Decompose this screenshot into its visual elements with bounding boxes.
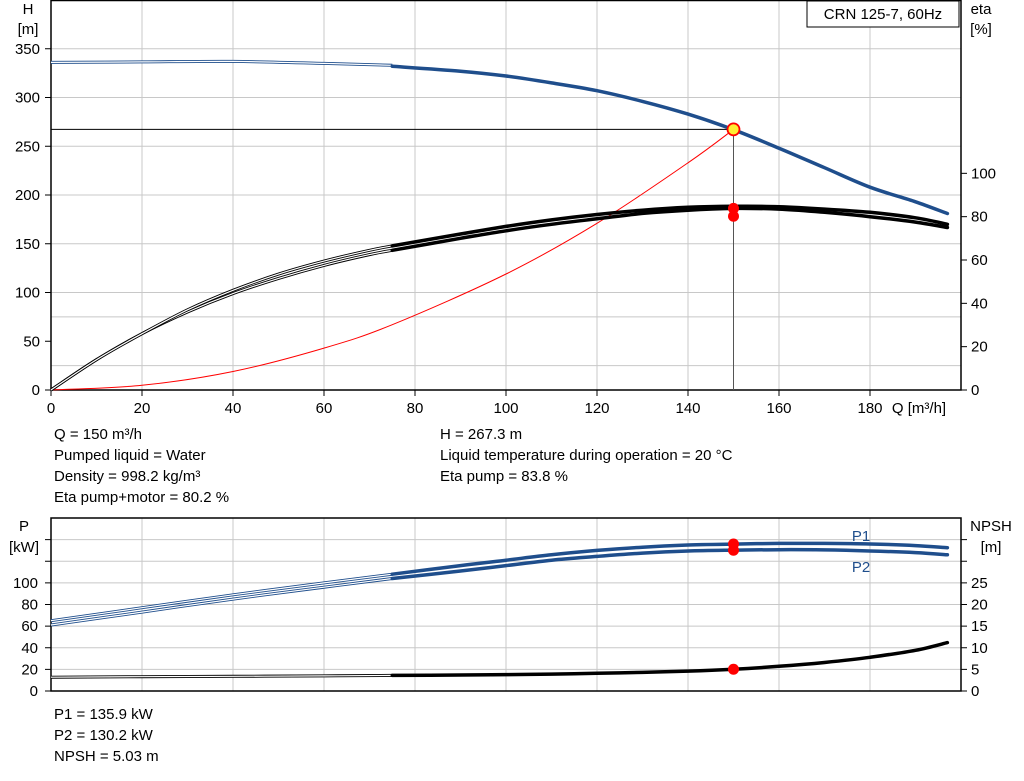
y-tick-right: 80 [971,209,988,226]
y-tick-right: 0 [971,382,979,399]
p-axis-unit: [kW] [9,539,39,556]
x-tick: 140 [675,400,700,417]
info-eta-pump: Eta pump = 83.8 % [440,468,568,485]
y-tick-right: 20 [971,339,988,356]
p2-label: P2 [852,559,870,576]
eta-total-curve-thin-outer [50,248,393,392]
info-p1: P1 = 135.9 kW [54,706,153,723]
npsh-axis-label: NPSH [970,518,1012,535]
npsh-tick: 0 [971,683,979,700]
npsh-curve [390,640,950,678]
y-tick-left: 0 [32,382,40,399]
x-tick: 80 [407,400,424,417]
y-tick-right: 40 [971,295,988,312]
npsh-tick: 5 [971,661,979,678]
p-axis-label: P [19,518,29,535]
chart-title: CRN 125-7, 60Hz [824,6,942,23]
x-axis-label: Q [m³/h] [892,400,946,417]
x-tick: 180 [857,400,882,417]
npsh-axis-unit: [m] [981,539,1002,556]
x-tick: 20 [134,400,151,417]
eta-pump-curve-thin-outer [50,244,393,392]
p-tick: 40 [21,640,38,657]
y-tick-left: 250 [15,138,40,155]
p1-curve-thin-inner [50,573,393,622]
info-p2: P2 = 130.2 kW [54,727,153,744]
y-tick-left: 350 [15,41,40,58]
info-bottom: P1 = 135.9 kW P2 = 130.2 kW NPSH = 5.03 … [54,704,159,767]
y-tick-left: 200 [15,187,40,204]
info-temperature: Liquid temperature during operation = 20… [440,447,733,464]
x-tick: 120 [584,400,609,417]
eta-pump-point [728,202,739,214]
info-top-left: Q = 150 m³/h Pumped liquid = Water Densi… [54,424,229,508]
x-tick: 60 [316,400,333,417]
y-axis-label-right: eta [971,1,993,18]
info-head: H = 267.3 m [440,426,523,443]
npsh-tick: 25 [971,575,988,592]
p1-label: P1 [852,528,870,545]
p-tick: 60 [21,618,38,635]
eta-total-curve [390,206,950,253]
eta-pump-curve-thin-inner [50,245,393,391]
p-tick: 20 [21,661,38,678]
npsh-curve-thin-inner [50,674,393,678]
x-tick: 40 [225,400,242,417]
p-tick: 100 [13,575,38,592]
y-axis-unit-right: [%] [970,21,992,38]
npsh-tick: 20 [971,597,988,614]
head-curve [390,64,950,216]
y-tick-left: 300 [15,90,40,107]
y-tick-left: 100 [15,285,40,302]
p1-curve [390,541,950,576]
p-tick: 80 [21,597,38,614]
y-tick-left: 50 [23,333,40,350]
top-chart-grid [45,0,967,396]
bottom-chart-grid [45,517,967,692]
curves [50,59,950,679]
duty-point [726,122,741,137]
npsh-point [728,663,739,675]
title-box [806,0,960,28]
info-npsh: NPSH = 5.03 m [54,748,159,765]
y-axis-label-left: H [23,1,34,18]
x-tick: 160 [766,400,791,417]
p2-curve [390,547,950,581]
y-axis-unit-left: [m] [18,21,39,38]
y-tick-right: 100 [971,165,996,182]
info-flow: Q = 150 m³/h [54,426,142,443]
system-curve [50,128,734,391]
eta-pump-curve [390,204,950,248]
info-density: Density = 998.2 kg/m³ [54,468,201,485]
eta-total-curve-thin-inner [50,249,393,391]
x-tick: 0 [47,400,55,417]
x-tick: 100 [493,400,518,417]
info-top-right: H = 267.3 m Liquid temperature during op… [440,424,732,487]
operating-points [726,122,741,675]
y-tick-left: 150 [15,236,40,253]
eta-total-point [728,210,739,222]
info-eta-total: Eta pump+motor = 80.2 % [54,489,230,506]
p-tick: 0 [30,683,38,700]
axis-text: CRN 125-7, 60HzH[m]eta[%]050100150200250… [9,0,1012,700]
y-tick-right: 60 [971,252,988,269]
npsh-tick: 10 [971,640,988,657]
info-liquid: Pumped liquid = Water [54,447,206,464]
npsh-tick: 15 [971,618,988,635]
p2-point [728,544,739,556]
p2-curve-thin-inner [50,577,393,626]
head-curve-thin-inner [50,60,393,66]
